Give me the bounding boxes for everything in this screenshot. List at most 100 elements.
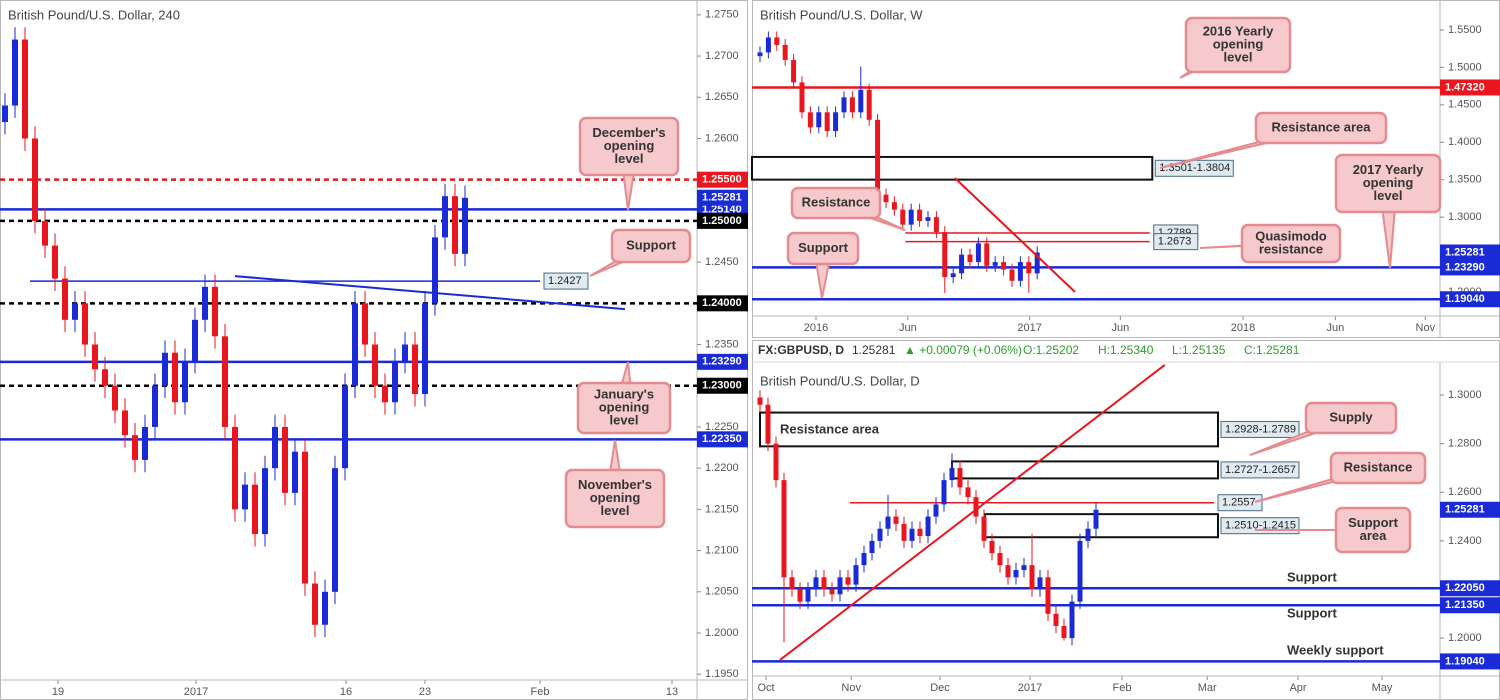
y-tick-label: 1.2450 [705, 256, 739, 268]
candle-body [452, 196, 458, 254]
callout-text: January's [594, 386, 654, 401]
price-tag-label: 1.47320 [1445, 81, 1485, 93]
trendline [954, 177, 1076, 293]
callout-box [1334, 506, 1412, 554]
x-tick-label: Apr [1289, 682, 1306, 694]
price-tag-label: 1.19040 [1445, 293, 1485, 305]
callout-text: level [1224, 49, 1253, 64]
candle-body [252, 484, 258, 535]
candle-body [837, 577, 843, 595]
y-tick-label: 1.3000 [1448, 389, 1482, 401]
candle-body [442, 196, 448, 238]
candle-body [984, 243, 990, 266]
x-tick-label: 16 [340, 686, 352, 698]
price-tag [1440, 501, 1500, 518]
candle-body [152, 385, 158, 427]
header-price: 1.25281 [852, 343, 896, 357]
x-tick-label: Dec [930, 682, 950, 694]
x-tick-label: 2018 [1231, 322, 1255, 334]
trendline [234, 275, 626, 311]
candle-body [1061, 625, 1067, 639]
candle-body [1034, 252, 1040, 274]
x-tick-label: Jun [1111, 322, 1129, 334]
y-tick-label: 1.2650 [705, 91, 739, 103]
candle-body [42, 220, 48, 246]
candle-body [866, 89, 872, 120]
callout-text: December's [592, 125, 665, 140]
callout-box [790, 186, 882, 220]
candle-body [382, 385, 388, 403]
callout-text: opening [599, 399, 650, 414]
callout-box [1334, 153, 1442, 214]
candle-body [242, 484, 248, 510]
candle-body [901, 523, 907, 541]
candle-body [789, 577, 795, 590]
header-high: H:1.25340 [1098, 343, 1154, 357]
callout-text: resistance [1259, 241, 1323, 256]
candle-body [869, 540, 875, 554]
callout-text: opening [1363, 175, 1414, 190]
price-tag [697, 295, 748, 312]
price-tag [697, 377, 748, 394]
y-tick-label: 1.2000 [1448, 632, 1482, 644]
candle-body [62, 278, 68, 320]
header-close: C:1.25281 [1244, 343, 1300, 357]
candle-body [883, 194, 889, 203]
zone [759, 411, 1219, 448]
level-label: 1.2557 [1222, 497, 1256, 509]
zone-label: 1.2510-1.2415 [1225, 520, 1296, 532]
candle-body [949, 467, 955, 481]
candle-body [72, 303, 78, 320]
candle-body [992, 262, 998, 266]
candle-body [765, 404, 771, 444]
candle-body [12, 39, 18, 106]
callout-text: Quasimodo [1255, 228, 1327, 243]
price-tag [697, 431, 748, 448]
candle-body [1045, 577, 1051, 614]
x-tick-label: 19 [52, 686, 64, 698]
candle-body [352, 303, 358, 386]
zone-label: 1.2928-1.2789 [1225, 423, 1296, 435]
candle-body [1085, 528, 1091, 541]
candle-body [965, 487, 971, 498]
candle-body [925, 217, 931, 221]
callout-text: Support [798, 240, 848, 255]
price-tag-label: 1.25281 [1445, 246, 1485, 258]
y-tick-label: 1.2000 [705, 627, 739, 639]
callout-text: level [1374, 188, 1403, 203]
candle-body [805, 589, 811, 602]
zone [751, 155, 1154, 181]
candle-body [192, 319, 198, 362]
candle-body [1005, 565, 1011, 578]
candle-body [122, 410, 128, 436]
candle-body [1093, 509, 1099, 529]
candle-body [757, 397, 763, 405]
header-symbol: FX:GBPUSD, D [758, 343, 844, 357]
price-tag [697, 189, 748, 206]
candle-body [1069, 601, 1075, 639]
candle-body [975, 243, 981, 263]
candle-body [222, 336, 228, 427]
trendline [779, 364, 1166, 661]
y-tick-label: 1.2600 [705, 132, 739, 144]
callout-text: Resistance area [1271, 119, 1371, 134]
candle-body [909, 528, 915, 541]
y-tick-label: 1.2150 [705, 503, 739, 515]
candle-body [1021, 565, 1027, 571]
price-tag [1440, 653, 1500, 670]
price-tag-label: 1.25500 [702, 174, 742, 186]
annotation-text: Support [1287, 605, 1337, 620]
candle-body [950, 273, 956, 278]
callout-text: area [1360, 528, 1388, 543]
callout-box [1184, 16, 1292, 74]
level-label: 1.2673 [1158, 236, 1192, 248]
callout-box [564, 468, 666, 529]
candle-body [807, 112, 813, 128]
price-tag-label: 1.23000 [702, 380, 742, 392]
price-tag-label: 1.25281 [702, 192, 742, 204]
candle-body [52, 245, 58, 279]
y-tick-label: 1.2100 [705, 545, 739, 557]
candle-body [877, 528, 883, 541]
candle-body [182, 361, 188, 403]
